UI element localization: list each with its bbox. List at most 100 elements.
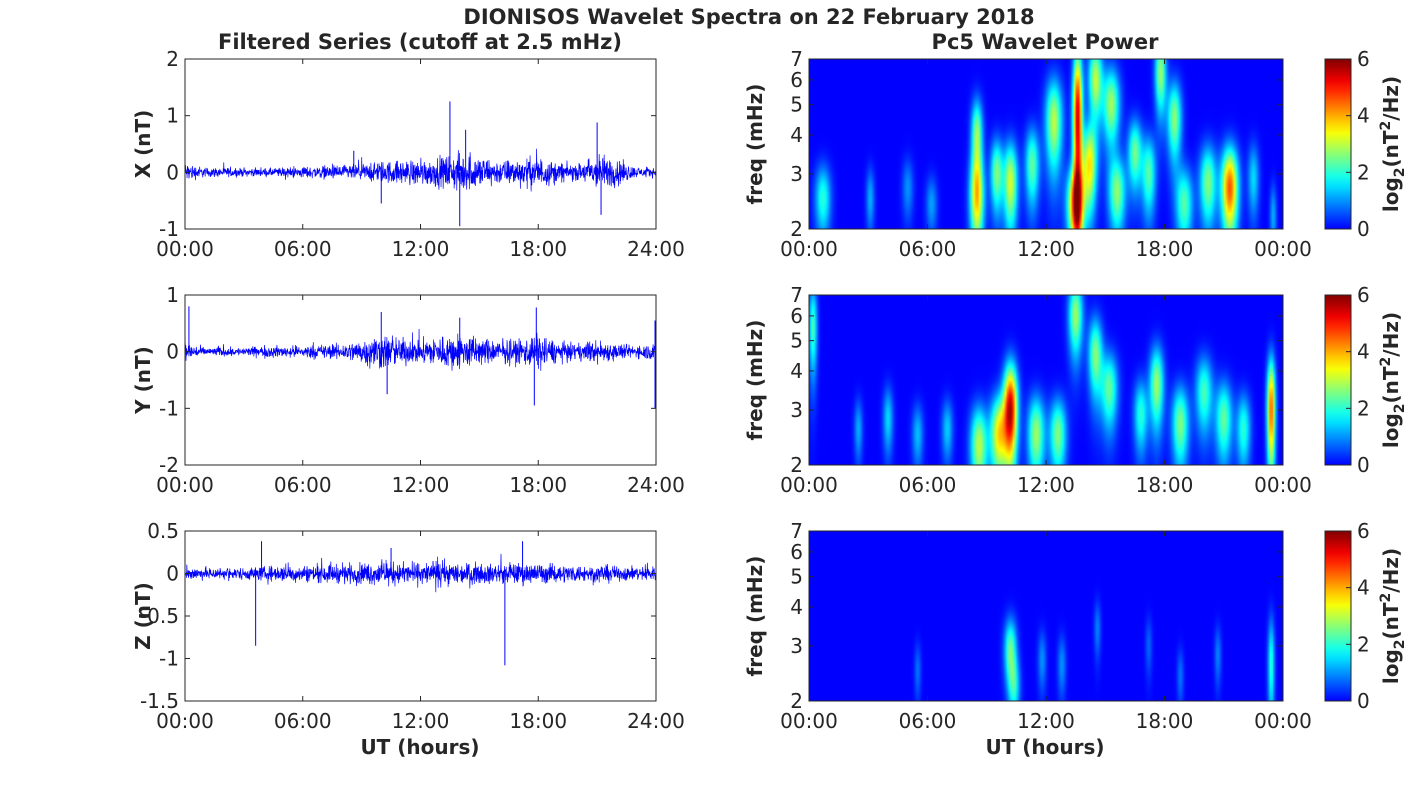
x-tick-label: 24:00 (627, 709, 685, 733)
plot-area (185, 59, 656, 229)
colorbar-bar (1324, 58, 1352, 230)
x-tick-label: 06:00 (274, 709, 332, 733)
colorbar-tick-label: 2 (1357, 632, 1370, 656)
x-tick-label: 18:00 (1136, 473, 1194, 497)
y-tick-label: -1 (159, 217, 179, 241)
y-tick-label: 7 (790, 519, 803, 543)
y-tick-label: 4 (790, 595, 803, 619)
colorbar-label-tail: /Hz) (1379, 548, 1403, 593)
x-tick-label: 00:00 (156, 473, 214, 497)
y-tick-label: -1 (159, 647, 179, 671)
timeseries-panel-y: 1 0 -1 -200:00 06:00 12:00 18:00 24:00 Y (nT) (131, 283, 685, 497)
left-column-title: Filtered Series (cutoff at 2.5 mHz) (218, 30, 622, 54)
x-tick-label: 00:00 (780, 473, 838, 497)
x-tick-label: 24:00 (627, 473, 685, 497)
x-tick-label: 18:00 (1136, 237, 1194, 261)
x-tick-label: 00:00 (156, 709, 214, 733)
colorbar-tick-label: 0 (1357, 453, 1370, 477)
colorbar-tick-label: 2 (1357, 396, 1370, 420)
y-tick-label: -1 (159, 396, 179, 420)
y-tick-label: 6 (790, 304, 803, 328)
x-tick-label: 06:00 (899, 709, 957, 733)
y-tick-label: 4 (790, 123, 803, 147)
y-axis-label-x: X (nT) (131, 110, 155, 179)
x-tick-label: 00:00 (780, 237, 838, 261)
x-tick-label: 12:00 (392, 237, 450, 261)
y-tick-label: 0 (166, 340, 179, 364)
colorbar-label-paren: (nT (1379, 130, 1403, 167)
y-axis-label-z: Z (nT) (131, 582, 155, 650)
x-tick-label: 18:00 (509, 237, 567, 261)
x-tick-label: 00:00 (1254, 709, 1312, 733)
y-tick-label: 2 (790, 217, 803, 241)
x-tick-label: 18:00 (509, 709, 567, 733)
colorbar-label-tail: /Hz) (1379, 76, 1403, 121)
y-tick-label: 3 (790, 162, 803, 186)
x-tick-label: 18:00 (509, 473, 567, 497)
colorbar-tick-label: 6 (1357, 283, 1370, 307)
figure-title: DIONISOS Wavelet Spectra on 22 February … (463, 5, 1034, 29)
colorbar-bar (1324, 530, 1352, 702)
y-tick-label: 3 (790, 634, 803, 658)
x-tick-label: 18:00 (1136, 709, 1194, 733)
y-tick-label: 6 (790, 540, 803, 564)
colorbar-tick-label: 6 (1357, 47, 1370, 71)
y-tick-label: 2 (790, 453, 803, 477)
colorbar-label-tail: /Hz) (1379, 312, 1403, 357)
y-tick-label: 2 (166, 47, 179, 71)
colorbar-label: log2(nT2/Hz) (1378, 548, 1408, 684)
y-tick-label: 0.5 (147, 519, 179, 543)
colorbar-label-sup: 2 (1378, 357, 1394, 367)
colorbar-label: log2(nT2/Hz) (1378, 76, 1408, 212)
colorbar-label-main: log (1379, 649, 1403, 684)
wavelet-power-image-x (809, 59, 1283, 229)
colorbar-tick-label: 0 (1357, 217, 1370, 241)
colorbar-label-paren: (nT (1379, 602, 1403, 639)
colorbar-tick-label: 4 (1357, 576, 1370, 600)
x-tick-label: 00:00 (780, 709, 838, 733)
x-tick-label: 12:00 (392, 473, 450, 497)
y-tick-label: 1 (166, 104, 179, 128)
x-tick-label: 12:00 (1017, 709, 1075, 733)
x-tick-label: 24:00 (627, 237, 685, 261)
left-x-axis-label: UT (hours) (360, 735, 479, 759)
colorbar-label: log2(nT2/Hz) (1378, 312, 1408, 448)
right-x-axis-label: UT (hours) (985, 735, 1104, 759)
colorbar-tick-label: 4 (1357, 340, 1370, 364)
timeseries-panel-x: 2 1 0 -100:00 06:00 12:00 18:00 24:00 X (nT) (131, 47, 685, 261)
x-tick-label: 06:00 (274, 237, 332, 261)
y-tick-label: 0 (166, 160, 179, 184)
wavelet-power-image-y (809, 295, 1283, 465)
plot-area (185, 295, 656, 465)
y-tick-label: 3 (790, 398, 803, 422)
y-tick-label: 7 (790, 47, 803, 71)
x-tick-label: 06:00 (274, 473, 332, 497)
colorbar-bar (1324, 294, 1352, 466)
panels-layer: 2 1 0 -1 00:00 06:00 12:00 18:00 24:00 X (nT) 1 0 -1… (131, 47, 1408, 733)
plot-area (185, 531, 656, 701)
colorbar-tick-label: 0 (1357, 689, 1370, 713)
colorbar-label-sub: 2 (1392, 403, 1408, 413)
right-column-title: Pc5 Wavelet Power (932, 30, 1160, 54)
colorbar-label-sub: 2 (1392, 167, 1408, 177)
y-tick-label: -0.5 (140, 604, 179, 628)
y-tick-label: 4 (790, 359, 803, 383)
y-tick-label: -2 (159, 453, 179, 477)
y-tick-label: 5 (790, 565, 803, 589)
colorbar-label-sup: 2 (1378, 593, 1394, 603)
y-tick-label: 6 (790, 68, 803, 92)
x-tick-label: 00:00 (1254, 473, 1312, 497)
y-axis-label-freq-y: freq (mHz) (743, 320, 767, 441)
y-tick-label: 1 (166, 283, 179, 307)
wavelet-power-image-z (809, 531, 1283, 701)
colorbar-label-paren: (nT (1379, 366, 1403, 403)
x-tick-label: 12:00 (1017, 237, 1075, 261)
series-line-x (185, 148, 656, 192)
timeseries-panel-z: 0.5 0 -0.5 -1 -1.500:00 06:00 12:00 18:00 24:00 Z… (131, 519, 685, 733)
